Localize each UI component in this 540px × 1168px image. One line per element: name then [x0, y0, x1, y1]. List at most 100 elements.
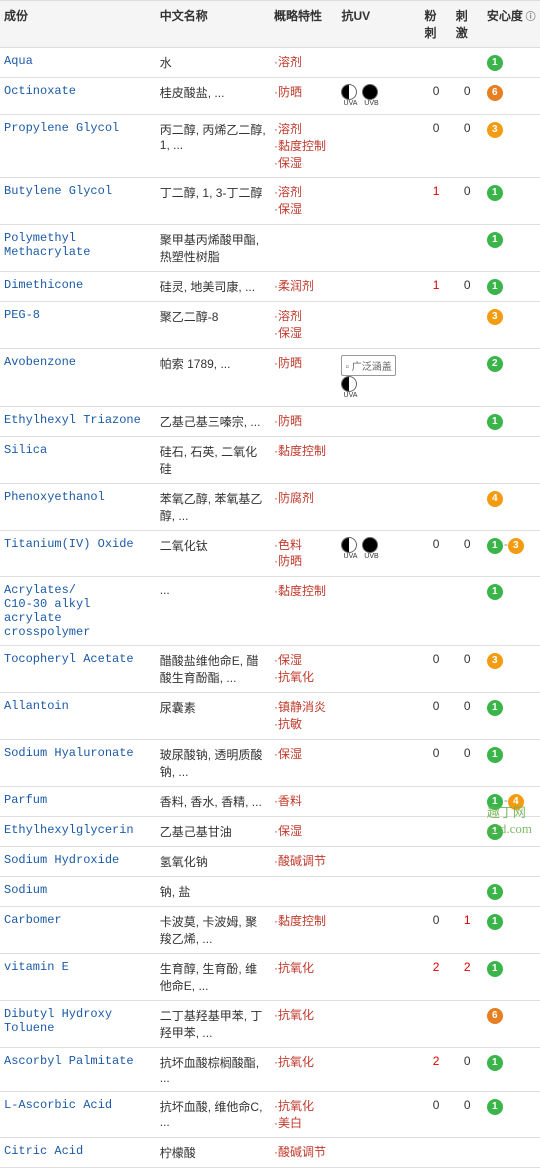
char-tag[interactable]: ·柔润剂 [274, 278, 334, 295]
char-tag[interactable]: ·酸碱调节 [274, 853, 334, 870]
char-tag[interactable]: ·抗氧化 [274, 669, 334, 686]
char-tag[interactable]: ·抗氧化 [274, 1054, 334, 1071]
characteristics: ·溶剂 [270, 48, 338, 78]
ingredient-name[interactable]: Citric Acid [0, 1138, 156, 1168]
chinese-name: 玻尿酸钠, 透明质酸钠, ... [156, 739, 270, 786]
ingredient-name[interactable]: PEG-8 [0, 301, 156, 348]
ingredient-name[interactable]: Butylene Glycol [0, 178, 156, 225]
char-tag[interactable]: ·黏度控制 [274, 138, 334, 155]
characteristics [270, 876, 338, 906]
char-tag[interactable]: ·防晒 [274, 84, 334, 101]
char-tag[interactable]: ·抗氧化 [274, 960, 334, 977]
ingredient-name[interactable]: Sodium [0, 876, 156, 906]
chinese-name: 二氧化钛 [156, 530, 270, 577]
safety-badge: 1 [487, 700, 503, 716]
comedogenic-value: 0 [421, 78, 452, 115]
table-row: Dimethicone硅灵, 地美司康, ...·柔润剂101 [0, 271, 540, 301]
ingredient-name[interactable]: Ethylhexyl Triazone [0, 406, 156, 436]
ingredient-name[interactable]: Polymethyl Methacrylate [0, 224, 156, 271]
char-tag[interactable]: ·防晒 [274, 553, 334, 570]
ingredient-name[interactable]: Phenoxyethanol [0, 483, 156, 530]
char-tag[interactable]: ·溶剂 [274, 121, 334, 138]
char-tag[interactable]: ·黏度控制 [274, 443, 334, 460]
uv-cell [337, 816, 420, 846]
chinese-name: 水 [156, 48, 270, 78]
ingredient-name[interactable]: Avobenzone [0, 348, 156, 406]
ingredient-name[interactable]: Sodium Hydroxide [0, 846, 156, 876]
safety-badge: 6 [487, 85, 503, 101]
irritation-value [452, 786, 483, 816]
char-tag[interactable]: ·溶剂 [274, 308, 334, 325]
chinese-name: 硅石, 石英, 二氧化硅 [156, 436, 270, 483]
uv-cell [337, 577, 420, 646]
characteristics: ·保湿·抗氧化 [270, 646, 338, 693]
uv-cell [337, 178, 420, 225]
char-tag[interactable]: ·保湿 [274, 155, 334, 172]
ingredient-name[interactable]: vitamin E [0, 953, 156, 1000]
char-tag[interactable]: ·黏度控制 [274, 913, 334, 930]
char-tag[interactable]: ·保湿 [274, 201, 334, 218]
chinese-name: 抗坏血酸, 维他命C, ... [156, 1091, 270, 1138]
ingredient-name[interactable]: Dimethicone [0, 271, 156, 301]
chinese-name: 帕索 1789, ... [156, 348, 270, 406]
characteristics: ·色料·防晒 [270, 530, 338, 577]
ingredient-name[interactable]: Tocopheryl Acetate [0, 646, 156, 693]
uv-cell [337, 953, 420, 1000]
char-tag[interactable]: ·保湿 [274, 325, 334, 342]
char-tag[interactable]: ·香料 [274, 793, 334, 810]
uv-cell [337, 406, 420, 436]
char-tag[interactable]: ·美白 [274, 1115, 334, 1132]
ingredient-name[interactable]: Allantoin [0, 693, 156, 740]
ingredient-name[interactable]: Silica [0, 436, 156, 483]
ingredient-name[interactable]: Dibutyl Hydroxy Toluene [0, 1000, 156, 1047]
comedogenic-value: 0 [421, 115, 452, 178]
safety-cell: 3 [483, 115, 540, 178]
char-tag[interactable]: ·防晒 [274, 413, 334, 430]
uv-cell [337, 1138, 420, 1168]
uv-cell [337, 1000, 420, 1047]
characteristics: ·柔润剂 [270, 271, 338, 301]
ingredient-name[interactable]: L-Ascorbic Acid [0, 1091, 156, 1138]
uv-cell [337, 786, 420, 816]
safety-cell: 1 [483, 1091, 540, 1138]
chinese-name: 香料, 香水, 香精, ... [156, 786, 270, 816]
char-tag[interactable]: ·镇静消炎 [274, 699, 334, 716]
ingredient-name[interactable]: Parfum [0, 786, 156, 816]
safety-cell: 1 [483, 224, 540, 271]
ingredient-name[interactable]: Ascorbyl Palmitate [0, 1047, 156, 1091]
char-tag[interactable]: ·保湿 [274, 746, 334, 763]
ingredient-name[interactable]: Sodium Hyaluronate [0, 739, 156, 786]
uv-broad-icon: ▫ 广泛涵盖 [341, 355, 395, 376]
char-tag[interactable]: ·防腐剂 [274, 490, 334, 507]
char-tag[interactable]: ·黏度控制 [274, 583, 334, 600]
irritation-value [452, 48, 483, 78]
char-tag[interactable]: ·保湿 [274, 823, 334, 840]
ingredient-name[interactable]: Carbomer [0, 906, 156, 953]
characteristics: ·保湿 [270, 816, 338, 846]
chinese-name: 聚乙二醇-8 [156, 301, 270, 348]
uv-cell [337, 1091, 420, 1138]
safety-cell: 3 [483, 646, 540, 693]
uv-cell: ▫ 广泛涵盖UVA [337, 348, 420, 406]
char-tag[interactable]: ·色料 [274, 537, 334, 554]
irritation-value [452, 406, 483, 436]
char-tag[interactable]: ·防晒 [274, 355, 334, 372]
char-tag[interactable]: ·抗氧化 [274, 1098, 334, 1115]
char-tag[interactable]: ·抗氧化 [274, 1007, 334, 1024]
safety-badge: 1 [487, 1099, 503, 1115]
ingredient-name[interactable]: Octinoxate [0, 78, 156, 115]
ingredient-name[interactable]: Acrylates/ C10-30 alkyl acrylate crosspo… [0, 577, 156, 646]
char-tag[interactable]: ·溶剂 [274, 184, 334, 201]
comedogenic-value: 1 [421, 178, 452, 225]
characteristics: ·抗氧化 [270, 953, 338, 1000]
ingredient-name[interactable]: Propylene Glycol [0, 115, 156, 178]
char-tag[interactable]: ·保湿 [274, 652, 334, 669]
ingredient-name[interactable]: Aqua [0, 48, 156, 78]
char-tag[interactable]: ·抗敏 [274, 716, 334, 733]
ingredient-name[interactable]: Titanium(IV) Oxide [0, 530, 156, 577]
ingredient-name[interactable]: Ethylhexylglycerin [0, 816, 156, 846]
table-row: Acrylates/ C10-30 alkyl acrylate crosspo… [0, 577, 540, 646]
char-tag[interactable]: ·酸碱调节 [274, 1144, 334, 1161]
comedogenic-value: 2 [421, 1047, 452, 1091]
char-tag[interactable]: ·溶剂 [274, 54, 334, 71]
